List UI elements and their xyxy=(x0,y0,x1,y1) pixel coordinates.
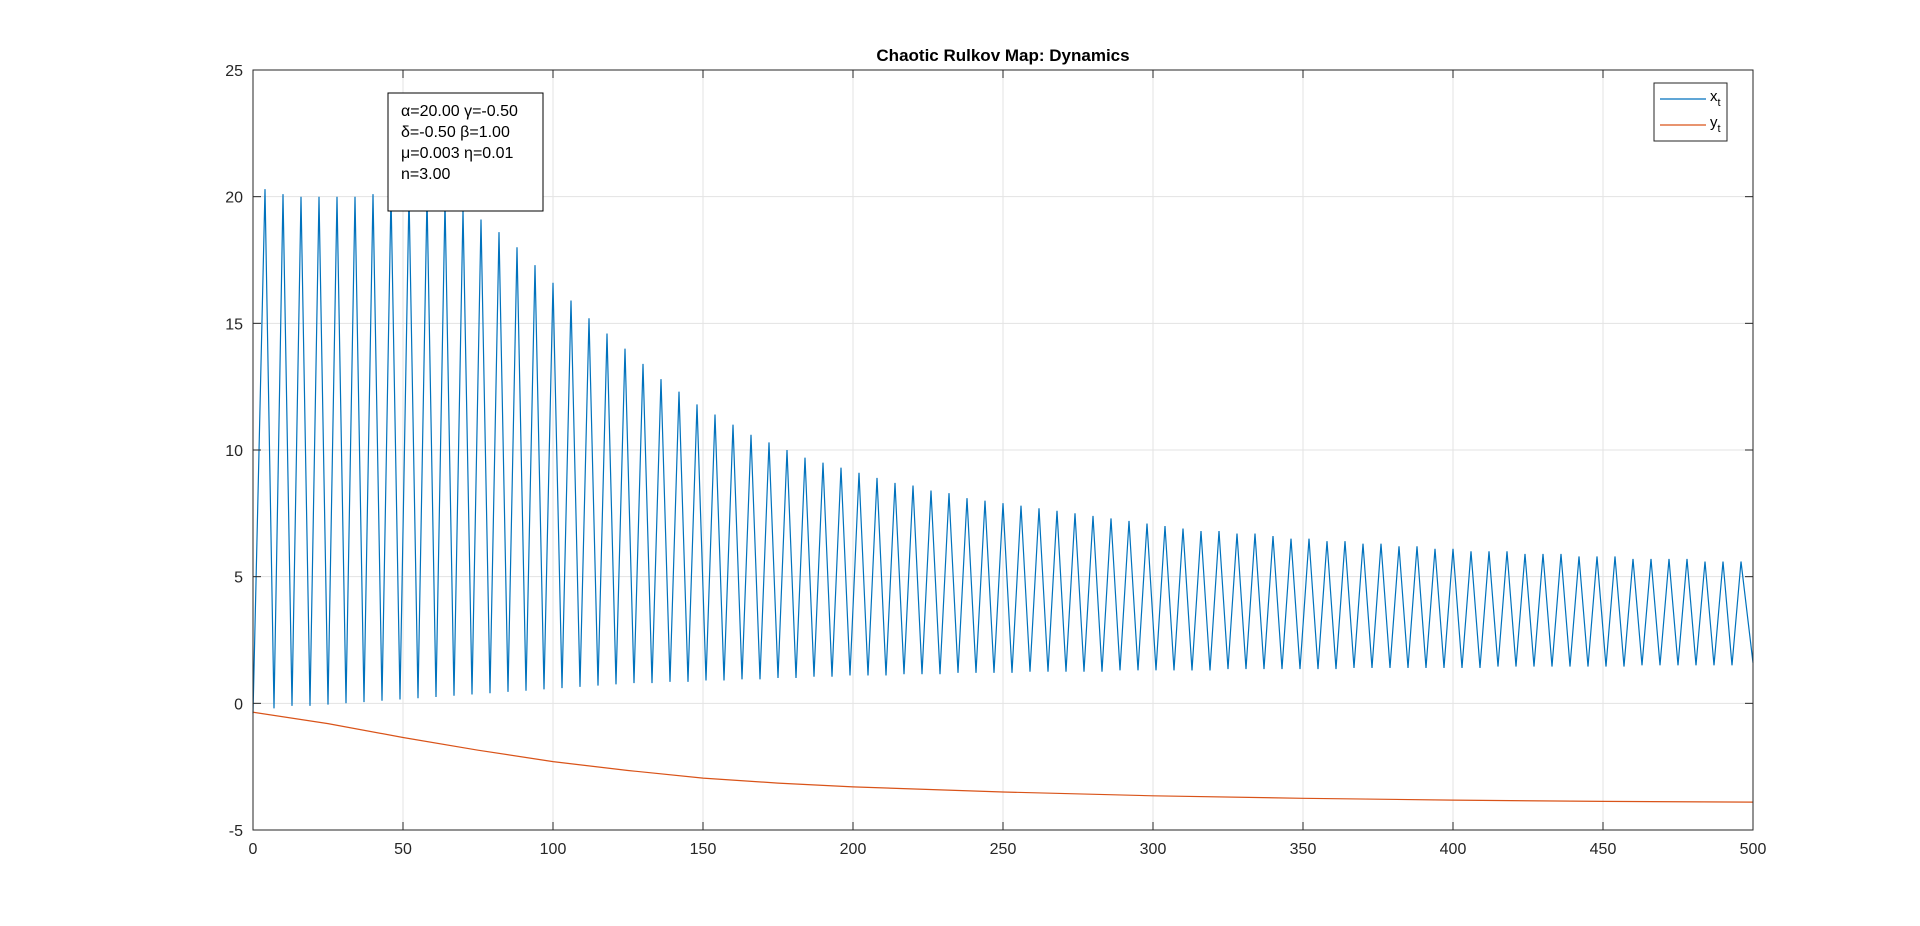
x-tick-label: 50 xyxy=(394,841,412,858)
parameter-annotation-box: α=20.00 γ=-0.50 δ=-0.50 β=1.00 μ=0.003 η… xyxy=(387,92,544,212)
x-tick-label: 500 xyxy=(1740,841,1767,858)
y-tick-label: 10 xyxy=(225,443,243,460)
series-lines xyxy=(252,189,1754,803)
chart-title: Chaotic Rulkov Map: Dynamics xyxy=(876,46,1129,65)
x-tick-label: 150 xyxy=(690,841,717,858)
x-tick-label: 0 xyxy=(249,841,258,858)
x-tick-label: 300 xyxy=(1140,841,1167,858)
axes-box xyxy=(252,69,1754,831)
tick-labels: 0 50 100 150 200 250 300 350 400 450 500 -5 0 5 10 15 20… xyxy=(225,63,1766,858)
x-tick-label: 200 xyxy=(840,841,867,858)
x-tick-label: 250 xyxy=(990,841,1017,858)
legend-label-subscript: t xyxy=(1718,97,1721,109)
legend-label-x: xt xyxy=(1710,88,1721,109)
x-tick-label: 400 xyxy=(1440,841,1467,858)
legend-box xyxy=(1653,82,1728,142)
legend-label-main: x xyxy=(1710,88,1718,105)
y-tick-label: -5 xyxy=(229,823,243,840)
x-tick-label: 350 xyxy=(1290,841,1317,858)
series-x-line xyxy=(252,189,1754,714)
legend-label-subscript: t xyxy=(1718,123,1721,135)
y-tick-label: 20 xyxy=(225,190,243,207)
annotation-line-alpha-gamma: α=20.00 γ=-0.50 xyxy=(401,103,518,120)
y-tick-label: 0 xyxy=(234,696,243,713)
legend-label-main: y xyxy=(1710,114,1718,131)
annotation-line-n: n=3.00 xyxy=(401,166,450,183)
y-tick-label: 5 xyxy=(234,570,243,587)
annotation-line-delta-beta: δ=-0.50 β=1.00 xyxy=(401,124,510,141)
y-tick-label: 25 xyxy=(225,63,243,80)
legend-label-y: yt xyxy=(1710,114,1721,135)
x-tick-label: 100 xyxy=(540,841,567,858)
y-tick-label: 15 xyxy=(225,316,243,333)
x-tick-label: 450 xyxy=(1590,841,1617,858)
series-y-line xyxy=(252,711,1754,803)
annotation-border xyxy=(387,92,544,212)
annotation-line-mu-eta: μ=0.003 η=0.01 xyxy=(401,145,514,162)
